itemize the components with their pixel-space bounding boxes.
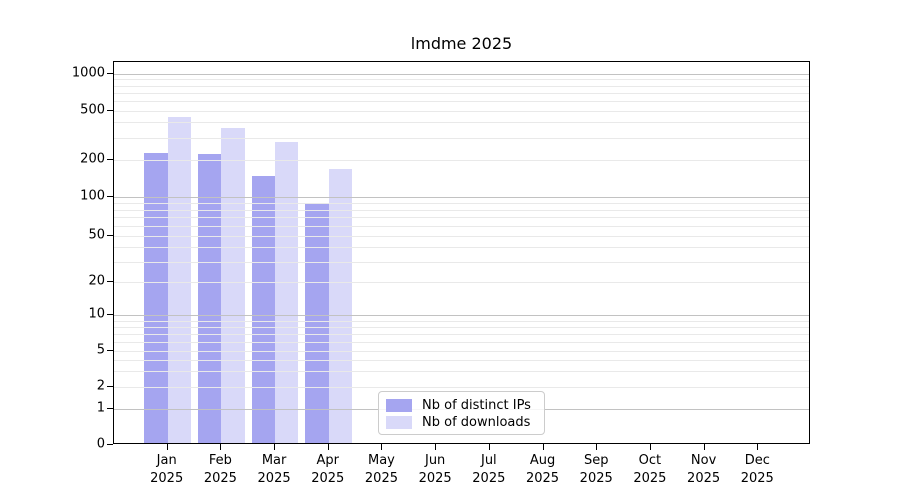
gridline-minor-50 [114, 236, 809, 238]
x-axis-tick-mark [542, 444, 544, 450]
gridline-minor-2 [114, 387, 809, 389]
legend-label-downloads: Nb of downloads [422, 414, 531, 430]
y-axis-tick-mark [107, 109, 113, 111]
y-axis-tick-label-1000: 1000 [71, 65, 105, 81]
gridline-major-100 [114, 197, 809, 199]
bar-downloads-apr [328, 168, 353, 443]
y-axis-tick-label-1: 1 [96, 400, 105, 416]
y-axis-tick-label-200: 200 [80, 151, 105, 167]
x-axis-tick-label-jun: Jun 2025 [418, 453, 452, 486]
gridline-minor-9 [114, 320, 809, 322]
gridline-minor-7 [114, 333, 809, 335]
y-axis-tick-mark [107, 196, 113, 198]
y-axis-tick-label-500: 500 [80, 102, 105, 118]
gridline-minor-70 [114, 217, 809, 219]
gridline-minor-500 [114, 110, 809, 112]
bar-distinct-ips-mar [251, 176, 276, 443]
y-axis-tick-label-2: 2 [96, 378, 105, 394]
gridline-minor-700 [114, 92, 809, 94]
gridline-minor-800 [114, 85, 809, 87]
x-axis-tick-mark [757, 444, 759, 450]
x-axis-tick-label-jan: Jan 2025 [150, 453, 184, 486]
x-axis-tick-label-apr: Apr 2025 [311, 453, 345, 486]
legend-swatch-distinct-ips [386, 398, 412, 412]
x-axis-tick-mark [703, 444, 705, 450]
gridline-minor-80 [114, 209, 809, 211]
x-axis-tick-label-sep: Sep 2025 [579, 453, 613, 486]
x-axis-tick-label-dec: Dec 2025 [740, 453, 774, 486]
y-axis-tick-mark [107, 235, 113, 237]
gridline-minor-90 [114, 203, 809, 205]
legend-item-downloads: Nb of downloads [386, 414, 536, 430]
gridline-minor-200 [114, 159, 809, 161]
y-axis-tick-mark [107, 72, 113, 74]
bar-distinct-ips-jan [144, 152, 168, 443]
legend: Nb of distinct IPs Nb of downloads [378, 391, 545, 435]
plot-area [113, 61, 810, 444]
gridline-minor-8 [114, 326, 809, 328]
chart-title: lmdme 2025 [410, 34, 513, 53]
bar-downloads-feb [221, 127, 245, 443]
gridline-minor-5 [114, 351, 809, 353]
gridline-minor-600 [114, 100, 809, 102]
y-axis-tick-label-10: 10 [88, 306, 105, 322]
gridline-minor-20 [114, 281, 809, 283]
y-axis-tick-mark [107, 350, 113, 352]
x-axis-tick-label-may: May 2025 [364, 453, 398, 486]
x-axis-tick-mark [649, 444, 651, 450]
x-axis-tick-label-oct: Oct 2025 [633, 453, 667, 486]
x-axis-tick-label-nov: Nov 2025 [687, 453, 721, 486]
x-axis-tick-mark [488, 444, 490, 450]
gridline-minor-4 [114, 359, 809, 361]
y-axis-tick-mark [107, 280, 113, 282]
gridline-major-10 [114, 315, 809, 317]
bar-distinct-ips-apr [305, 204, 329, 443]
gridline-minor-6 [114, 341, 809, 343]
x-axis-tick-mark [220, 444, 222, 450]
legend-swatch-downloads [386, 415, 412, 429]
y-axis-tick-label-20: 20 [88, 273, 105, 289]
legend-label-distinct-ips: Nb of distinct IPs [422, 397, 531, 413]
bar-downloads-jan [167, 117, 191, 443]
y-axis-tick-mark [107, 444, 113, 445]
x-axis-tick-mark [166, 444, 168, 450]
y-axis-tick-label-100: 100 [80, 188, 105, 204]
gridline-minor-300 [114, 137, 809, 139]
x-axis-tick-mark [435, 444, 437, 450]
y-axis-tick-label-5: 5 [96, 342, 105, 358]
x-axis-tick-mark [381, 444, 383, 450]
x-axis-tick-mark [274, 444, 276, 450]
y-axis-tick-mark [107, 314, 113, 316]
gridline-minor-30 [114, 261, 809, 263]
gridline-minor-400 [114, 122, 809, 124]
gridline-minor-900 [114, 79, 809, 81]
x-axis-tick-label-mar: Mar 2025 [257, 453, 291, 486]
x-axis-tick-label-jul: Jul 2025 [472, 453, 506, 486]
y-axis-tick-label-50: 50 [88, 227, 105, 243]
gridline-minor-60 [114, 226, 809, 227]
gridline-minor-3 [114, 371, 809, 373]
gridline-minor-40 [114, 247, 809, 249]
gridline-major-1000 [114, 73, 809, 75]
y-axis-tick-mark [107, 386, 113, 388]
y-axis-tick-mark [107, 407, 113, 409]
y-axis-tick-mark [107, 158, 113, 160]
bar-downloads-mar [275, 141, 299, 443]
legend-item-distinct-ips: Nb of distinct IPs [386, 397, 536, 413]
x-axis-tick-label-aug: Aug 2025 [525, 453, 560, 486]
x-axis-tick-mark [596, 444, 598, 450]
y-axis-tick-label-0: 0 [96, 436, 105, 452]
x-axis-tick-label-feb: Feb 2025 [203, 453, 237, 486]
x-axis-tick-mark [327, 444, 329, 450]
